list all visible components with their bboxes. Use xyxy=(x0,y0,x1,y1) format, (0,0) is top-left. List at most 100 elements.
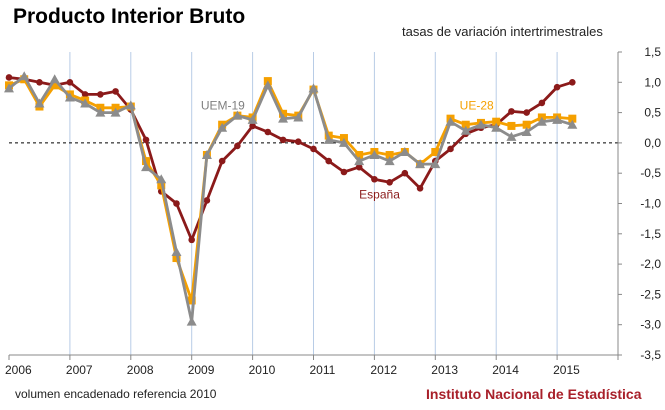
data-point xyxy=(431,147,440,156)
y-tick-label: -1,0 xyxy=(640,197,661,211)
data-point xyxy=(399,146,410,156)
data-point xyxy=(521,126,532,136)
data-point xyxy=(4,83,14,93)
data-point xyxy=(36,79,43,86)
data-point xyxy=(5,74,13,81)
data-point xyxy=(430,159,441,169)
y-tick-label: 1,0 xyxy=(644,75,661,89)
data-point xyxy=(385,151,394,160)
data-point xyxy=(386,178,393,186)
series-label: España xyxy=(359,188,400,202)
y-tick-label: -2,0 xyxy=(640,257,661,271)
data-point xyxy=(447,145,454,153)
data-point xyxy=(523,109,530,116)
data-point xyxy=(203,197,211,204)
data-point xyxy=(279,136,287,144)
y-tick-label: -0,5 xyxy=(640,166,661,180)
x-tick-label: 2015 xyxy=(553,363,580,377)
data-point xyxy=(491,122,502,132)
series-line-uem-19 xyxy=(8,74,573,324)
data-point xyxy=(232,110,243,120)
y-axis-ticks: 1,5 1,0 0,5 0,0 -0,5 -1,0 -1,5 -2,0 -2,5 -3,0 -3,5 xyxy=(618,45,661,362)
x-tick-label: 2009 xyxy=(188,363,215,377)
data-point xyxy=(112,88,119,95)
data-point xyxy=(310,145,317,153)
data-point xyxy=(338,137,349,147)
data-point xyxy=(416,185,424,192)
data-point xyxy=(141,162,152,172)
data-point xyxy=(95,107,106,117)
series-espa-a xyxy=(5,74,576,244)
data-point xyxy=(278,113,289,123)
series-label: UEM-19 xyxy=(201,99,245,113)
data-point xyxy=(247,114,258,124)
data-point xyxy=(188,236,195,244)
data-point xyxy=(369,150,380,160)
x-tick-label: 2007 xyxy=(66,363,93,377)
data-point xyxy=(142,157,151,166)
data-point xyxy=(97,91,104,98)
data-point xyxy=(34,98,45,108)
series-uem-19 xyxy=(4,71,578,326)
x-tick-label: 2013 xyxy=(431,363,458,377)
data-point xyxy=(355,151,364,160)
data-point xyxy=(234,142,241,150)
data-point xyxy=(475,119,486,129)
data-point xyxy=(538,99,546,107)
data-point xyxy=(567,119,578,129)
data-point xyxy=(49,74,60,84)
data-point xyxy=(156,174,167,184)
chart-title: Producto Interior Bruto xyxy=(13,5,246,28)
grid-lines xyxy=(69,52,558,355)
data-point xyxy=(445,116,456,126)
x-axis-ticks: 2006 2007 2008 2009 2010 2011 2012 2013 2014 2015 xyxy=(5,355,619,377)
data-point xyxy=(569,79,576,86)
data-point xyxy=(249,122,256,130)
y-tick-label: 0,5 xyxy=(644,106,661,120)
data-point xyxy=(354,156,365,166)
series-labels: UEM-19 UE-28 España xyxy=(201,99,494,202)
data-point xyxy=(173,200,180,207)
data-point xyxy=(217,122,228,132)
data-point xyxy=(568,114,577,123)
data-point xyxy=(401,169,409,177)
data-point xyxy=(552,114,563,124)
data-point xyxy=(110,107,121,117)
data-point xyxy=(553,83,561,91)
y-tick-label: 0,0 xyxy=(644,136,661,150)
data-point xyxy=(536,116,547,126)
data-point xyxy=(325,157,333,165)
data-point xyxy=(50,81,59,90)
y-tick-label: -2,5 xyxy=(640,287,661,301)
data-point xyxy=(125,100,136,110)
x-tick-label: 2011 xyxy=(310,363,336,377)
data-point xyxy=(64,92,75,102)
data-point xyxy=(262,80,273,90)
data-point xyxy=(186,316,197,326)
data-point xyxy=(323,134,334,144)
data-point xyxy=(19,71,30,81)
series-group xyxy=(4,71,578,326)
data-point xyxy=(294,138,302,145)
data-point xyxy=(506,131,517,141)
data-point xyxy=(508,108,515,115)
x-tick-label: 2012 xyxy=(370,363,397,377)
x-tick-label: 2008 xyxy=(127,363,154,377)
x-tick-label: 2014 xyxy=(492,363,519,377)
y-tick-label: -1,5 xyxy=(640,227,661,241)
data-point xyxy=(460,125,471,135)
data-point xyxy=(218,157,226,165)
y-tick-label: 1,5 xyxy=(644,45,661,59)
data-point xyxy=(355,163,363,171)
data-point xyxy=(415,159,426,169)
data-point xyxy=(201,150,212,160)
data-point xyxy=(507,121,516,130)
data-point xyxy=(293,112,304,122)
data-point xyxy=(142,136,150,144)
data-point xyxy=(340,168,348,176)
data-point xyxy=(461,120,470,129)
data-point xyxy=(384,156,395,166)
chart-subtitle: tasas de variación intertrimestrales xyxy=(402,24,603,39)
source-label: Instituto Nacional de Estadística xyxy=(426,386,642,402)
